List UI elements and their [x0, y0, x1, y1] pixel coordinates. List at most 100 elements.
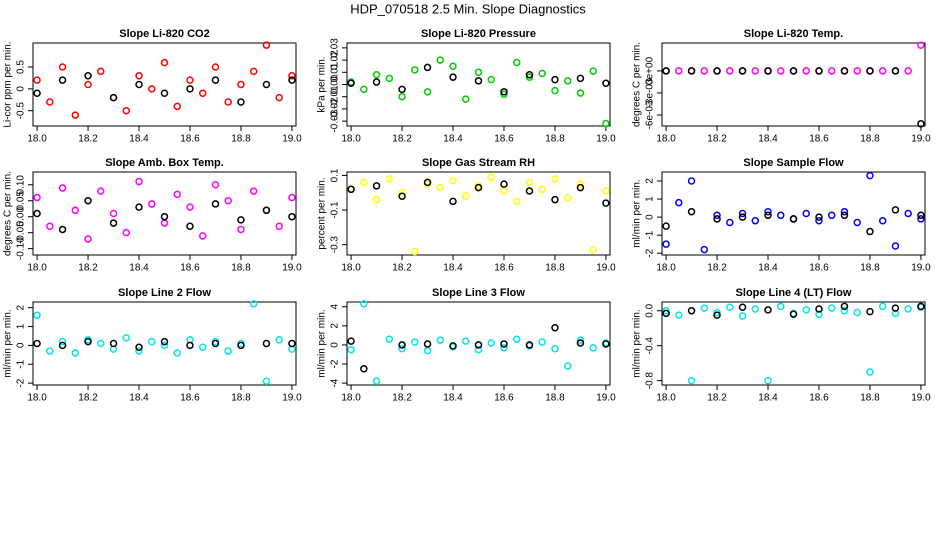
data-point [751, 305, 760, 313]
x-tick-label: 18.2 [707, 263, 727, 274]
data-point [122, 106, 131, 115]
y-tick-label: -0.03 [330, 109, 341, 132]
data-point [878, 216, 887, 225]
data-point [84, 235, 92, 243]
x-tick-label: 18.8 [860, 263, 880, 274]
data-point [237, 216, 245, 224]
x-tick-label: 18.4 [443, 263, 463, 274]
data-point [398, 344, 406, 353]
plot-frame [661, 301, 926, 386]
data-point [687, 306, 696, 315]
data-point [360, 365, 368, 373]
x-tick-label: 18.0 [341, 263, 361, 274]
x-tick-label: 18.4 [443, 134, 463, 145]
x-tick-label: 19.0 [596, 134, 616, 145]
x-tick-label: 18.2 [392, 134, 412, 145]
data-point [275, 93, 283, 102]
data-point [602, 119, 610, 128]
data-point [687, 376, 696, 385]
x-tick-label: 18.6 [809, 134, 829, 145]
data-point [423, 340, 432, 348]
data-point [186, 222, 194, 231]
data-point [58, 76, 67, 84]
data-point [563, 362, 572, 370]
data-point [576, 89, 585, 97]
data-point [160, 337, 169, 346]
data-point [360, 300, 368, 308]
data-point [589, 246, 597, 254]
data-point [576, 336, 585, 344]
data-point [764, 211, 772, 220]
data-point [866, 307, 874, 316]
data-point [423, 63, 432, 72]
x-tick-label: 18.4 [758, 393, 778, 404]
data-point [853, 67, 861, 75]
x-tick-label: 19.0 [596, 263, 616, 274]
y-tick-label: 0.01 [330, 62, 341, 82]
y-tick-label: -4 [330, 378, 341, 387]
y-tick-label: -6e-03 [645, 100, 656, 129]
data-point [764, 67, 772, 75]
data-point [474, 341, 483, 349]
x-tick-label: 18.4 [129, 134, 149, 145]
data-point [700, 304, 709, 312]
plot-frame [346, 171, 611, 256]
data-point [398, 85, 406, 94]
data-point [917, 211, 925, 220]
x-tick-label: 19.0 [911, 263, 931, 274]
data-point [211, 76, 220, 84]
data-point [262, 206, 271, 215]
y-axis-label: ml/min per min. [3, 309, 14, 377]
y-tick-label: 2 [16, 304, 27, 310]
data-point [751, 67, 760, 75]
data-point [423, 178, 432, 187]
panel-title: Slope Li-820 Temp. [744, 28, 843, 40]
data-point [700, 67, 709, 75]
x-tick-label: 19.0 [911, 393, 931, 404]
data-point [84, 72, 92, 80]
data-point [135, 177, 143, 186]
data-point [764, 207, 772, 216]
y-tick-label: 2 [330, 323, 341, 329]
data-point [135, 72, 143, 80]
data-point [891, 206, 900, 214]
plot-frame [32, 42, 297, 127]
data-point [97, 67, 105, 76]
data-point [288, 212, 296, 221]
x-tick-label: 18.0 [341, 134, 361, 145]
y-tick-label: 1 [16, 323, 27, 329]
y-tick-label: 1 [645, 196, 656, 202]
y-tick-label: -1 [16, 359, 27, 368]
data-point [713, 308, 721, 317]
data-point [815, 213, 823, 221]
data-point [802, 306, 810, 314]
data-point [487, 75, 495, 84]
x-tick-label: 19.0 [282, 393, 302, 404]
data-point [853, 218, 861, 227]
x-tick-label: 18.2 [707, 393, 727, 404]
y-axis-label: degrees C per min. [3, 171, 14, 256]
data-point [675, 67, 683, 75]
data-point [109, 93, 118, 102]
data-point [372, 377, 381, 385]
data-point [71, 349, 80, 357]
data-point [224, 196, 232, 205]
data-point [58, 63, 67, 71]
data-point [33, 89, 41, 97]
panel-title: Slope Li-820 CO2 [119, 28, 209, 40]
x-tick-label: 18.6 [180, 393, 200, 404]
data-point [186, 76, 194, 84]
data-point [777, 211, 785, 220]
data-point [576, 183, 585, 192]
data-point [372, 78, 381, 86]
data-point [551, 86, 559, 95]
data-point [347, 345, 355, 354]
x-tick-label: 18.6 [494, 263, 514, 274]
y-tick-label: 0.00 [330, 74, 341, 94]
data-point [917, 120, 925, 128]
data-point [487, 173, 495, 181]
data-point [372, 70, 381, 79]
y-axis-label: ml/min per min. [632, 309, 643, 377]
data-point [173, 349, 181, 357]
y-tick-label: -2 [645, 248, 656, 257]
